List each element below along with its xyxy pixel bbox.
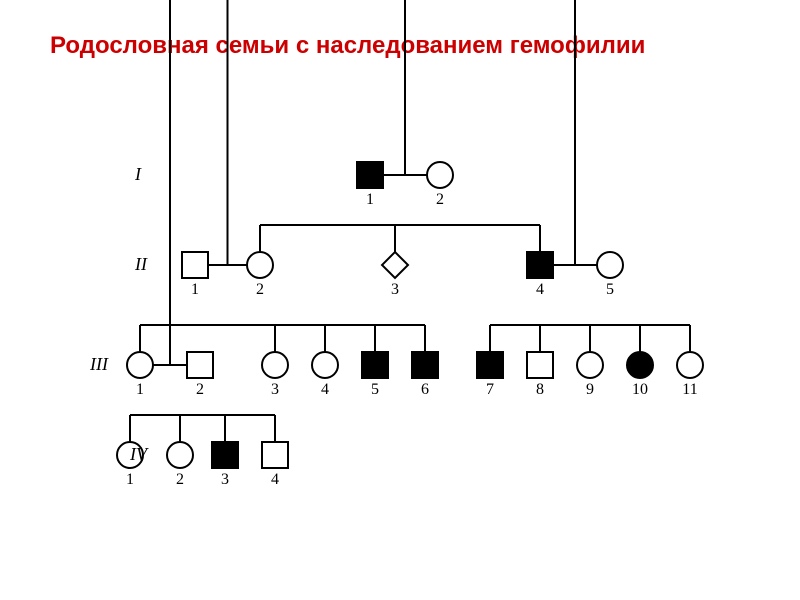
node-label: 3 bbox=[391, 281, 399, 298]
pedigree-node-III2 bbox=[187, 352, 213, 378]
pedigree-node-III8 bbox=[527, 352, 553, 378]
pedigree-node-II3 bbox=[382, 252, 408, 278]
pedigree-node-IV3 bbox=[212, 442, 238, 468]
node-label: 10 bbox=[632, 381, 648, 398]
pedigree-node-IV4 bbox=[262, 442, 288, 468]
pedigree-node-III5 bbox=[362, 352, 388, 378]
node-label: 1 bbox=[366, 191, 374, 208]
node-label: 5 bbox=[371, 381, 379, 398]
node-label: 1 bbox=[191, 281, 199, 298]
generation-label: III bbox=[89, 354, 109, 374]
node-label: 9 bbox=[586, 381, 594, 398]
pedigree-node-III1 bbox=[127, 352, 153, 378]
pedigree-node-II5 bbox=[597, 252, 623, 278]
node-label: 4 bbox=[321, 381, 329, 398]
node-label: 5 bbox=[606, 281, 614, 298]
node-label: 2 bbox=[196, 381, 204, 398]
generation-label: I bbox=[134, 164, 142, 184]
node-label: 2 bbox=[256, 281, 264, 298]
node-label: 4 bbox=[536, 281, 544, 298]
node-label: 8 bbox=[536, 381, 544, 398]
node-label: 6 bbox=[421, 381, 429, 398]
pedigree-node-III6 bbox=[412, 352, 438, 378]
node-label: 1 bbox=[136, 381, 144, 398]
generation-label: IV bbox=[129, 444, 149, 464]
pedigree-node-II4 bbox=[527, 252, 553, 278]
pedigree-node-I2 bbox=[427, 162, 453, 188]
node-label: 3 bbox=[221, 471, 229, 488]
pedigree-node-III10 bbox=[627, 352, 653, 378]
node-label: 3 bbox=[271, 381, 279, 398]
pedigree-node-III11 bbox=[677, 352, 703, 378]
pedigree-node-III9 bbox=[577, 352, 603, 378]
pedigree-node-III3 bbox=[262, 352, 288, 378]
pedigree-node-III7 bbox=[477, 352, 503, 378]
node-label: 4 bbox=[271, 471, 279, 488]
pedigree-node-I1 bbox=[357, 162, 383, 188]
node-label: 1 bbox=[126, 471, 134, 488]
node-label: 11 bbox=[682, 381, 697, 398]
pedigree-diagram: 121234512345678910111234IIIIIIIV bbox=[0, 0, 800, 600]
pedigree-node-II1 bbox=[182, 252, 208, 278]
pedigree-node-IV2 bbox=[167, 442, 193, 468]
pedigree-node-III4 bbox=[312, 352, 338, 378]
pedigree-node-II2 bbox=[247, 252, 273, 278]
node-label: 2 bbox=[176, 471, 184, 488]
node-label: 2 bbox=[436, 191, 444, 208]
node-label: 7 bbox=[486, 381, 494, 398]
generation-label: II bbox=[134, 254, 148, 274]
